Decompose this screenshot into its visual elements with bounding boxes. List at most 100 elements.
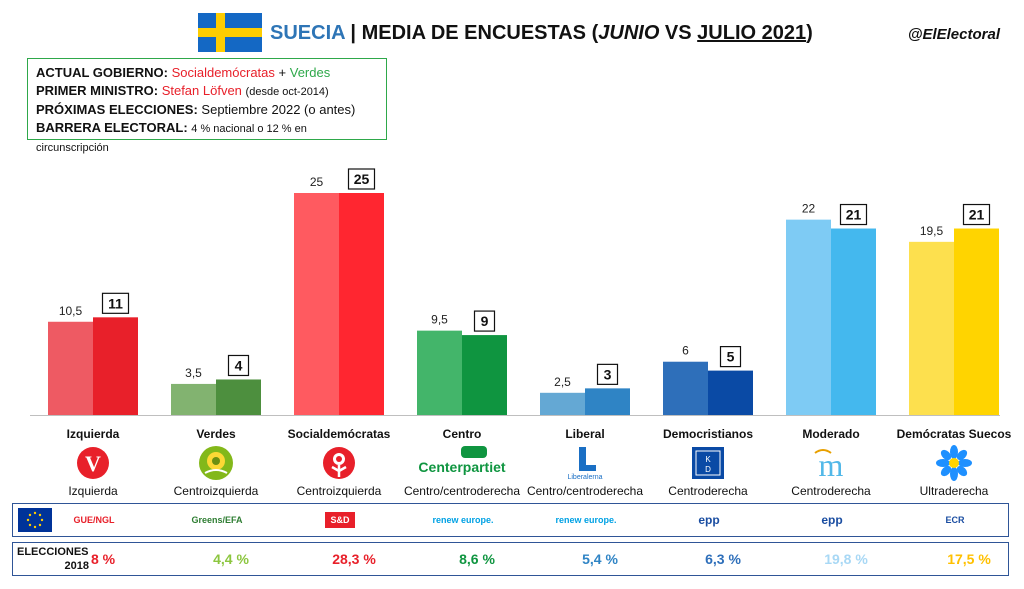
- result-value: 4,4 %: [213, 551, 249, 567]
- party-ideology: Centroizquierda: [296, 484, 382, 498]
- sunflower-logo-icon: [146, 443, 286, 483]
- eu-group-sd-logo-icon: S&D: [270, 504, 410, 535]
- eu-group-sd-label: S&D: [325, 511, 355, 528]
- eu-group-ecr-logo-icon: ECR: [945, 514, 965, 525]
- party-name: Socialdemócratas: [287, 427, 391, 441]
- party-ideology: Centroderecha: [791, 484, 871, 498]
- bar-july-label-box: [596, 363, 619, 385]
- bar-july: [831, 228, 876, 415]
- bar-june-label: 6: [682, 344, 689, 358]
- bar-july-label: 25: [354, 171, 370, 187]
- result-value: 8,6 %: [459, 551, 495, 567]
- title-prefix: MEDIA DE ENCUESTAS (: [361, 22, 599, 44]
- info-government: ACTUAL GOBIERNO: Socialdemócratas + Verd…: [36, 64, 378, 82]
- svg-text:V: V: [85, 451, 101, 476]
- bar-july-label-box: [719, 346, 742, 368]
- party-column: Demócratas Suecos Ultraderecha: [884, 425, 1024, 499]
- party-ideology: Centroizquierda: [173, 484, 259, 498]
- bar-june: [417, 330, 462, 415]
- threshold-value: 4 % nacional o 12 % en circunscripción: [36, 123, 307, 154]
- party-name: Izquierda: [66, 427, 120, 441]
- bar-june: [540, 392, 585, 415]
- bar-june-label: 10,5: [59, 304, 83, 318]
- pm-since: (desde oct-2014): [245, 86, 329, 98]
- elections-2018-row: ELECCIONES 2018 8 % 4,4 % 28,3 % 8,6 % 5…: [12, 542, 1009, 576]
- bar-july-label: 4: [235, 357, 243, 373]
- bar-june: [48, 321, 93, 415]
- elections-value: Septiembre 2022 (o antes): [201, 102, 356, 117]
- svg-text:Centerpartiet: Centerpartiet: [418, 459, 505, 475]
- moderaterna-logo-icon: m: [761, 443, 901, 483]
- bar-july: [216, 379, 261, 415]
- info-threshold: BARRERA ELECTORAL: 4 % nacional o 12 % e…: [36, 119, 378, 157]
- bar-june: [294, 193, 339, 415]
- bar-july-label: 3: [604, 366, 612, 382]
- bar-july: [954, 228, 999, 415]
- bar-july-label-box: [473, 310, 496, 332]
- gov-party-1: Socialdemócratas: [171, 65, 275, 80]
- page-title: SUECIA | MEDIA DE ENCUESTAS (JUNIO VS JU…: [270, 22, 813, 45]
- party-column: Socialdemócratas Centroizquierda: [269, 425, 409, 499]
- eu-flag-icon: [15, 504, 55, 535]
- bar-july-label: 5: [727, 349, 735, 365]
- rose-logo-icon: [269, 443, 409, 483]
- party-name: Verdes: [196, 427, 236, 441]
- result-value: 5,4 %: [582, 551, 618, 567]
- author-handle: @ElElectoral: [907, 26, 1000, 43]
- bar-july-label-box: [101, 292, 130, 314]
- party-name: Centro: [442, 427, 482, 441]
- svg-text:Liberalerna: Liberalerna: [567, 474, 602, 481]
- gov-party-2: Verdes: [289, 65, 331, 80]
- bar-july-label-box: [839, 203, 868, 226]
- bar-june-label: 19,5: [920, 224, 944, 238]
- bar-july-label-box: [962, 203, 991, 226]
- party-name: Moderado: [802, 427, 860, 441]
- party-name: Demócratas Suecos: [896, 427, 1012, 441]
- elections-2018-label: ELECCIONES 2018: [17, 545, 89, 573]
- party-ideology: Izquierda: [68, 484, 118, 498]
- bar-july: [339, 193, 384, 415]
- svg-text:D: D: [705, 465, 711, 474]
- party-name: Liberal: [565, 427, 605, 441]
- bar-july-label: 9: [481, 313, 489, 329]
- eu-groups-row: GUE/NGL Greens/EFA S&D renew europe. ren…: [12, 503, 1009, 537]
- result-value: 8 %: [90, 551, 116, 567]
- eu-group-greens-logo-icon: Greens/EFA: [191, 514, 243, 525]
- bar-july: [708, 370, 753, 415]
- title-separator: |: [350, 22, 356, 44]
- title-july: JULIO 2021: [697, 22, 807, 44]
- party-ideology: Centro/centroderecha: [403, 484, 521, 498]
- party-column: Centro Centerpartiet Centro/centroderech…: [392, 425, 532, 499]
- bar-july: [93, 317, 138, 415]
- pm-name: Stefan Löfven: [161, 83, 242, 98]
- bar-june-label: 9,5: [431, 313, 448, 327]
- bar-june: [663, 361, 708, 415]
- title-country: SUECIA: [270, 22, 345, 44]
- bar-july-label: 11: [108, 295, 123, 311]
- eu-group-gue-logo-icon: GUE/NGL: [73, 514, 115, 525]
- bar-june-label: 3,5: [185, 366, 202, 380]
- results-label-line1: ELECCIONES: [17, 546, 89, 558]
- eu-group-epp-logo-icon: epp: [821, 512, 843, 527]
- title-june: JUNIO: [598, 22, 660, 44]
- title-vs: VS: [659, 22, 698, 44]
- blue-flower-logo-icon: [884, 443, 1024, 483]
- party-ideology: Centroderecha: [668, 484, 748, 498]
- info-prime-minister: PRIMER MINISTRO: Stefan Löfven (desde oc…: [36, 82, 378, 101]
- result-value: 17,5 %: [947, 551, 991, 567]
- centerpartiet-logo-icon: Centerpartiet: [392, 443, 532, 483]
- liberalerna-logo-icon: Liberalerna: [515, 443, 655, 483]
- eu-group-renew-logo-icon: renew europe.: [432, 514, 494, 525]
- bar-june-label: 22: [802, 202, 816, 216]
- party-column: Liberal Liberalerna Centro/centroderecha: [515, 425, 655, 499]
- bar-july-label: 21: [969, 207, 985, 223]
- svg-text:K: K: [705, 455, 711, 464]
- bar-june: [909, 241, 954, 415]
- threshold-label: BARRERA ELECTORAL:: [36, 120, 188, 135]
- eu-group-epp-logo-icon: epp: [698, 512, 720, 527]
- party-row: Izquierda V Izquierda Verdes Centroizqui…: [0, 425, 1024, 505]
- results-label-line2: 2018: [64, 560, 89, 572]
- result-value: 19,8 %: [824, 551, 868, 567]
- party-ideology: Ultraderecha: [919, 484, 989, 498]
